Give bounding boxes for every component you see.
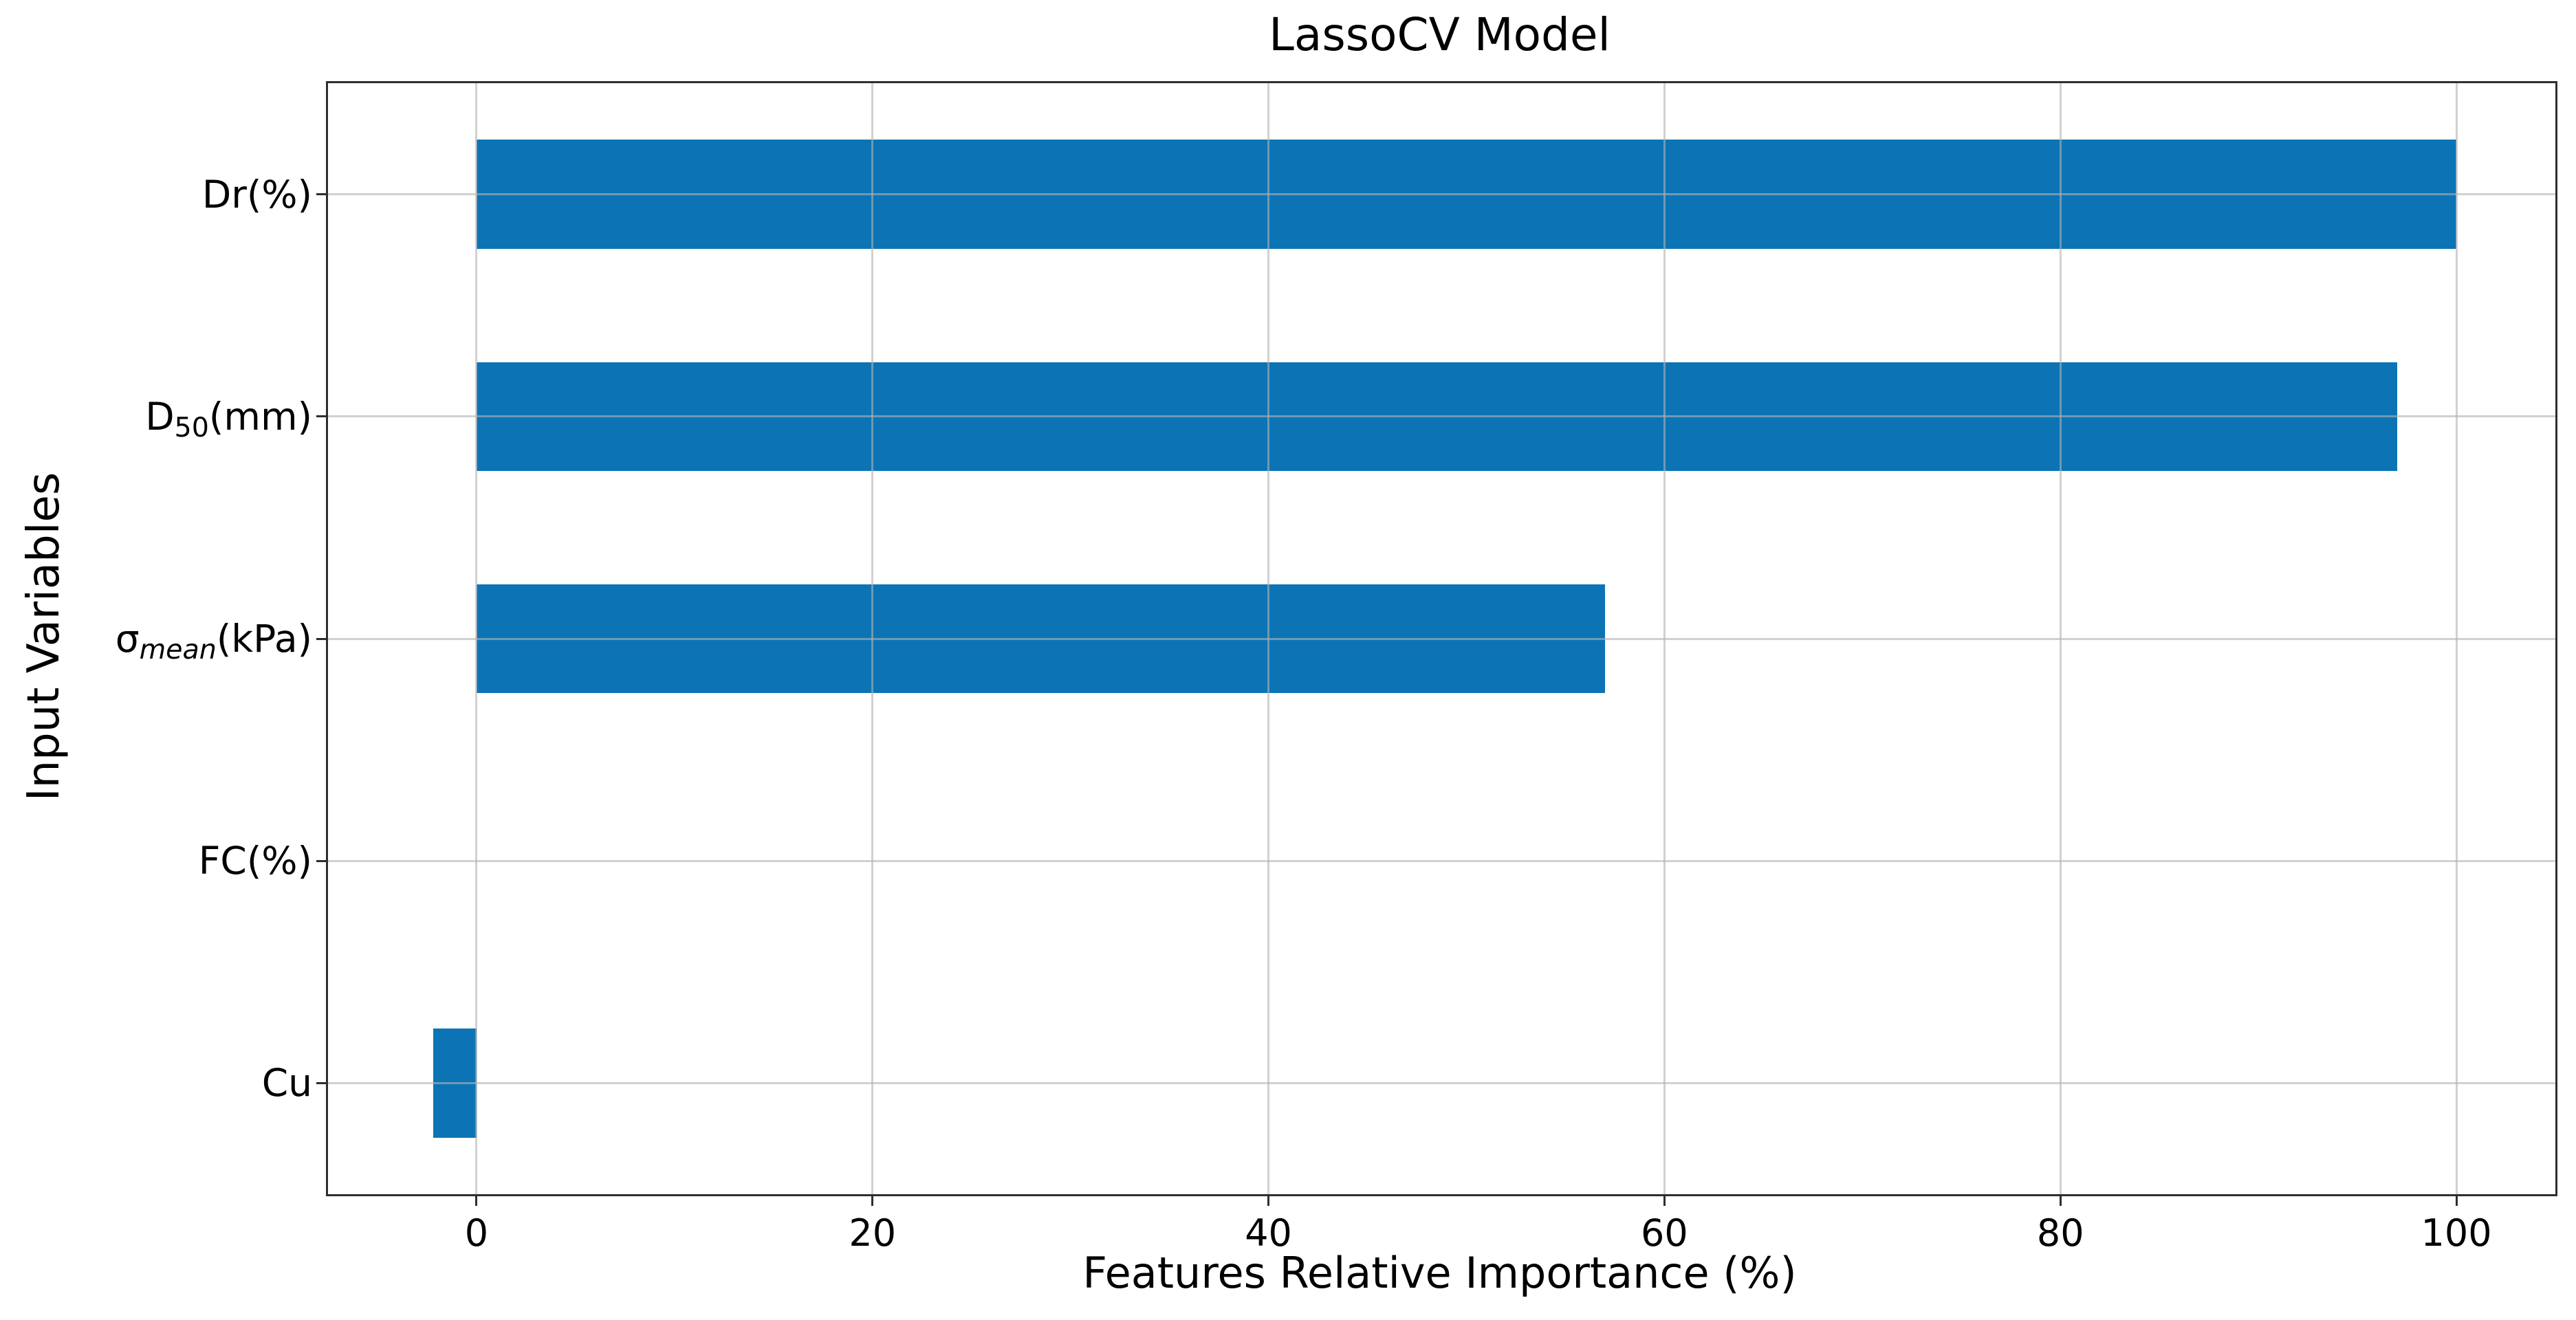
y-tick-label-part: D (145, 394, 175, 439)
x-tick-mark (1267, 1196, 1270, 1206)
chart-title: LassoCV Model (1269, 8, 1611, 61)
y-tick-mark (316, 1081, 326, 1084)
x-axis-label: Features Relative Importance (%) (1082, 1248, 1797, 1298)
y-tick-label-part: Dr(%) (201, 172, 312, 217)
y-gridline (328, 415, 2555, 418)
y-tick-mark (316, 193, 326, 196)
y-tick-label-part: FC(%) (198, 839, 312, 883)
y-gridline (328, 859, 2555, 862)
y-tick-label-part: (mm) (208, 394, 312, 439)
y-gridline (328, 1081, 2555, 1084)
y-tick-label: σmean(kPa) (10, 617, 312, 663)
y-gridline (328, 637, 2555, 640)
y-tick-label-part: (kPa) (216, 617, 312, 661)
y-gridline (328, 193, 2555, 196)
x-tick-label: 0 (464, 1211, 489, 1255)
y-tick-label-part: mean (139, 633, 217, 666)
x-tick-label: 80 (2036, 1211, 2084, 1255)
plot-area (326, 81, 2557, 1196)
plot-inner (328, 83, 2555, 1194)
x-tick-label: 20 (849, 1211, 897, 1255)
x-tick-label: 40 (1245, 1211, 1292, 1255)
y-tick-label: D50(mm) (10, 394, 312, 441)
y-tick-label-part: σ (115, 617, 140, 661)
y-tick-mark (316, 637, 326, 640)
x-tick-label: 100 (2421, 1211, 2492, 1255)
x-tick-label: 60 (1641, 1211, 1688, 1255)
y-tick-mark (316, 415, 326, 418)
y-tick-mark (316, 859, 326, 862)
x-tick-mark (475, 1196, 478, 1206)
y-tick-label: Dr(%) (10, 173, 312, 217)
y-tick-label-part: Cu (261, 1061, 312, 1106)
y-tick-label: FC(%) (10, 839, 312, 883)
x-tick-mark (2455, 1196, 2458, 1206)
x-tick-mark (2059, 1196, 2062, 1206)
y-tick-label-part: 50 (174, 411, 209, 443)
x-tick-mark (871, 1196, 874, 1206)
x-tick-mark (1663, 1196, 1666, 1206)
y-tick-label: Cu (10, 1061, 312, 1105)
